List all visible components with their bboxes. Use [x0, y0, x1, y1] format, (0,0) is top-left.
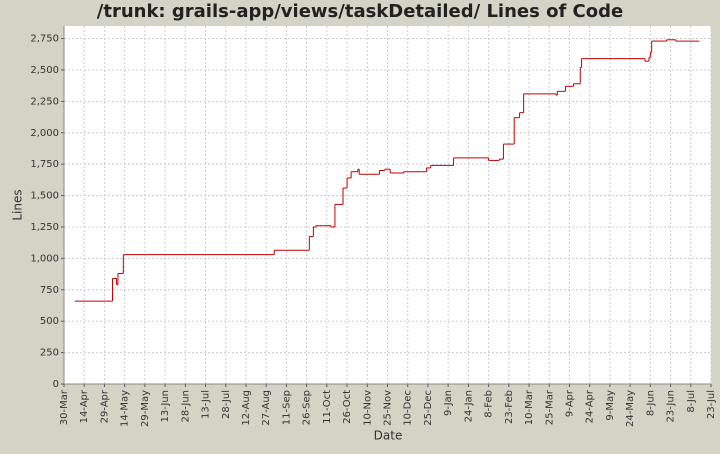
y-tick-label: 2,250: [30, 96, 59, 107]
x-axis-label: Date: [374, 429, 403, 443]
y-tick-label: 500: [40, 316, 59, 327]
x-tick-label: 8-Jul: [686, 390, 697, 413]
x-tick-label: 23-Feb: [504, 390, 515, 424]
x-tick-label: 9-Jan: [443, 390, 454, 416]
x-tick-label: 29-May: [140, 390, 151, 427]
y-tick-label: 0: [53, 379, 59, 390]
x-tick-label: 24-May: [625, 390, 636, 427]
x-tick-label: 24-Apr: [585, 389, 596, 423]
x-tick-label: 27-Aug: [261, 390, 272, 426]
x-tick-label: 9-May: [605, 390, 616, 421]
y-tick-label: 2,750: [30, 34, 59, 45]
x-tick-label: 14-May: [120, 390, 131, 427]
x-tick-label: 30-Mar: [59, 389, 70, 425]
y-axis-label: Lines: [11, 189, 25, 220]
x-tick-label: 13-Jul: [201, 390, 212, 419]
y-tick-label: 2,500: [30, 65, 59, 76]
x-tick-label: 26-Sep: [302, 390, 313, 425]
x-tick-label: 13-Jun: [160, 390, 171, 423]
chart-title: /trunk: grails-app/views/taskDetailed/ L…: [97, 1, 623, 22]
x-tick-label: 25-Nov: [383, 390, 394, 426]
x-tick-label: 25-Dec: [423, 390, 434, 426]
x-tick-label: 11-Sep: [281, 390, 292, 425]
y-tick-label: 750: [40, 285, 59, 296]
x-tick-label: 24-Jan: [463, 390, 474, 422]
y-tick-label: 250: [40, 348, 59, 359]
x-tick-label: 12-Aug: [241, 390, 252, 426]
x-tick-label: 28-Jul: [221, 390, 232, 419]
x-tick-label: 10-Nov: [362, 390, 373, 426]
x-tick-label: 25-Mar: [544, 389, 555, 425]
x-tick-label: 11-Oct: [322, 390, 333, 424]
x-tick-label: 29-Apr: [99, 389, 110, 423]
x-tick-label: 26-Oct: [342, 390, 353, 424]
y-tick-label: 1,250: [30, 222, 59, 233]
x-tick-label: 8-Jun: [645, 390, 656, 416]
x-tick-label: 8-Feb: [484, 390, 495, 418]
plot-area: [64, 26, 711, 384]
y-tick-label: 1,000: [30, 253, 59, 264]
x-tick-label: 23-Jun: [666, 390, 677, 423]
x-tick-label: 14-Apr: [79, 389, 90, 423]
x-tick-label: 9-Apr: [564, 389, 575, 417]
x-tick-label: 23-Jul: [706, 390, 717, 419]
y-tick-label: 1,500: [30, 191, 59, 202]
y-tick-label: 1,750: [30, 159, 59, 170]
x-tick-label: 28-Jun: [180, 390, 191, 423]
y-tick-label: 2,000: [30, 128, 59, 139]
x-tick-label: 10-Mar: [524, 389, 535, 425]
x-tick-label: 10-Dec: [403, 390, 414, 426]
